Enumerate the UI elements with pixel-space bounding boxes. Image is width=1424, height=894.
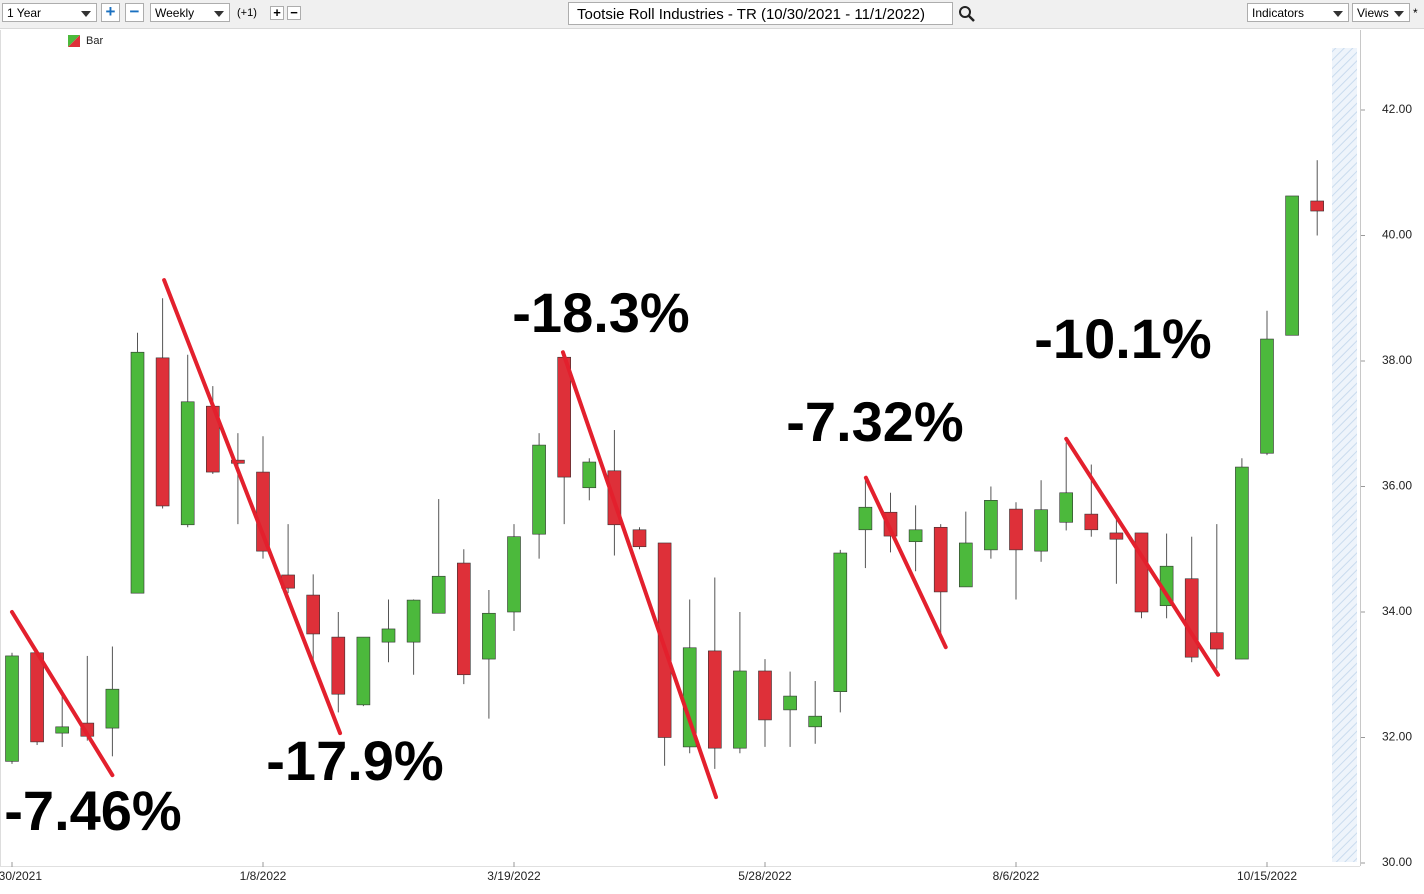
trend-line [1064,436,1221,677]
x-tick-label: 5/28/2022 [738,869,792,883]
trend-line [162,278,343,736]
candle-body [833,552,848,692]
candle-body [883,511,898,537]
annotation-label: -7.46% [4,779,181,842]
future-area [1332,48,1357,862]
zoom-out[interactable]: − [125,3,144,22]
candle-body [105,688,120,729]
trend-line [10,610,115,778]
candle-body [582,461,597,489]
candle-body [1009,508,1023,551]
candle-body [783,695,797,711]
candle-body [733,670,747,749]
y-tick-label: 30.00 [1382,855,1412,869]
candle-body [30,652,44,743]
star: * [1413,6,1418,20]
candle-body [356,636,371,706]
annotation-label: -7.32% [786,390,963,453]
candle-body [1260,338,1274,454]
search-icon[interactable] [958,5,976,23]
y-tick-label: 42.00 [1382,102,1412,116]
y-tick-label: 34.00 [1382,604,1412,618]
candle-body [984,500,998,551]
step-minus[interactable]: − [287,6,301,20]
candle-body [532,444,546,535]
candle-body [331,636,346,695]
y-tick-label: 32.00 [1382,730,1412,744]
candle-body [482,612,496,660]
trend-line [863,475,948,650]
candle-body [155,357,170,507]
candle-body [507,536,521,613]
candle-body [1034,509,1048,552]
candle-body [5,655,19,762]
x-tick-label: 3/19/2022 [487,869,541,883]
candle-body [808,715,823,728]
annotation-label: -17.9% [266,729,443,792]
annotation-label: -18.3% [512,281,689,344]
y-tick-label: 40.00 [1382,228,1412,242]
step-plus[interactable]: + [270,6,284,20]
interval-select[interactable]: Weekly [150,3,230,22]
candle-body [1210,632,1224,650]
legend-swatch-down [68,35,80,47]
y-tick-label: 38.00 [1382,353,1412,367]
candle-body [1109,532,1124,540]
annotation-label: -10.1% [1034,307,1211,370]
candle-body [707,650,722,749]
candle-body [958,542,973,588]
candle-body [1184,578,1199,658]
candle-body [1084,513,1099,531]
x-tick-label: 8/6/2022 [993,869,1040,883]
candle-body [1059,492,1073,523]
trend-line [560,350,719,800]
y-tick-label: 36.00 [1382,479,1412,493]
candle-body [180,401,195,526]
range-select[interactable]: 1 Year [2,3,97,22]
candle-body [858,506,873,531]
candle-body [632,529,647,548]
candle-body [1285,195,1299,336]
candle-body [231,459,245,464]
step-label: (+1) [237,7,257,19]
candle-body [55,726,70,734]
candle-body [431,575,446,614]
legend-label: Bar [86,35,103,47]
candle-body [933,526,948,593]
indicators-select[interactable]: Indicators [1247,3,1349,22]
candle-body [306,594,321,635]
candle-body [657,542,672,738]
candle-body [1235,466,1249,660]
views-select[interactable]: Views [1352,3,1410,22]
candle-body [1134,532,1149,613]
candle-body [130,351,145,594]
candle-body [456,562,471,676]
candle-body [908,529,923,543]
symbol-title[interactable]: Tootsie Roll Industries - TR (10/30/2021… [568,2,953,25]
zoom-in[interactable]: + [101,3,120,22]
candle-body [758,670,772,721]
candle-body [1310,200,1324,212]
x-tick-label: 10/30/2021 [0,869,42,883]
candle-body [406,599,421,643]
candle-body [381,628,396,643]
x-tick-label: 10/15/2022 [1237,869,1297,883]
toolbar: 1 Year + − Weekly (+1) + − Tootsie Roll … [0,0,1424,29]
x-tick-label: 1/8/2022 [240,869,287,883]
